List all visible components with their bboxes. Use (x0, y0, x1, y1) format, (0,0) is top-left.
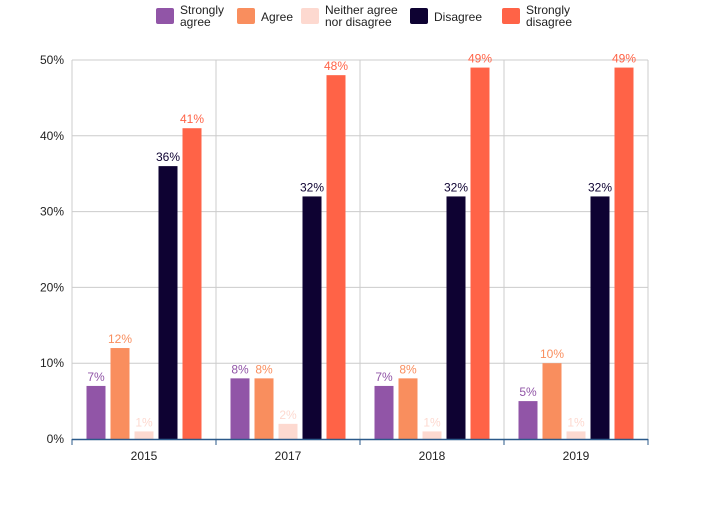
y-tick-label: 40% (40, 129, 64, 143)
legend-label: disagree (526, 15, 572, 29)
bar[interactable] (302, 196, 322, 439)
bar-value-label: 32% (444, 180, 468, 194)
x-tick-label: 2019 (563, 449, 590, 463)
y-tick-label: 30% (40, 205, 64, 219)
legend-swatch (410, 8, 428, 24)
bar-value-label: 32% (300, 180, 324, 194)
bar[interactable] (182, 128, 202, 439)
y-axis: 0% 10% 20% 30% 40% 50% (40, 53, 64, 446)
bar-value-label: 1% (567, 415, 585, 429)
bar[interactable] (230, 378, 250, 439)
bar-value-label: 41% (180, 112, 204, 126)
bar-value-label: 36% (156, 150, 180, 164)
legend-label: Neither agree (325, 3, 398, 17)
legend-label: Agree (261, 10, 293, 24)
bar-value-label: 1% (135, 415, 153, 429)
bar-value-label: 8% (399, 362, 417, 376)
y-tick-label: 10% (40, 356, 64, 370)
bar[interactable] (158, 166, 178, 439)
y-tick-label: 20% (40, 280, 64, 294)
x-tick-label: 2018 (419, 449, 446, 463)
bar-value-label: 7% (375, 370, 393, 384)
bar[interactable] (518, 401, 538, 439)
x-tick-label: 2017 (275, 449, 302, 463)
x-axis: 2015 2017 2018 2019 (71, 438, 649, 463)
bars (86, 67, 634, 439)
bar[interactable] (134, 431, 154, 439)
bar[interactable] (110, 348, 130, 439)
bar[interactable] (86, 385, 106, 439)
legend-item[interactable]: Agree (237, 8, 293, 24)
bar-value-label: 5% (519, 385, 537, 399)
legend-swatch (156, 8, 174, 24)
legend-label: Strongly (526, 3, 570, 17)
legend-swatch (237, 8, 255, 24)
bar[interactable] (374, 385, 394, 439)
bar[interactable] (446, 196, 466, 439)
legend-item[interactable]: Disagree (410, 8, 482, 24)
bar[interactable] (422, 431, 442, 439)
bar[interactable] (614, 67, 634, 439)
bar-value-label: 2% (279, 408, 297, 422)
y-tick-label: 0% (47, 432, 65, 446)
bar-value-label: 48% (324, 59, 348, 73)
bar[interactable] (398, 378, 418, 439)
y-tick-label: 50% (40, 53, 64, 67)
bar[interactable] (566, 431, 586, 439)
bar-value-label: 7% (87, 370, 105, 384)
bar-value-label: 12% (108, 332, 132, 346)
legend-label: Disagree (434, 10, 482, 24)
legend-label: Strongly (180, 3, 224, 17)
bar-value-label: 49% (468, 52, 492, 66)
bar-value-label: 49% (612, 52, 636, 66)
x-tick-label: 2015 (131, 449, 158, 463)
grid-lines (71, 59, 649, 439)
bar[interactable] (254, 378, 274, 439)
bar[interactable] (542, 363, 562, 439)
legend-swatch (502, 8, 520, 24)
bar-value-label: 8% (231, 362, 249, 376)
bar-value-labels: 7% 12% 1% 36% 41% 8% 8% 2% 32% 48% 7% 8% 1% 32% 49% 5% 1… (87, 52, 636, 430)
legend-label: agree (180, 15, 211, 29)
bar[interactable] (590, 196, 610, 439)
legend-label: nor disagree (325, 15, 392, 29)
bar-value-label: 32% (588, 180, 612, 194)
bar-value-label: 8% (255, 362, 273, 376)
legend-swatch (301, 8, 319, 24)
bar[interactable] (326, 75, 346, 439)
bar-value-label: 1% (423, 415, 441, 429)
bar[interactable] (470, 67, 490, 439)
bar-value-label: 10% (540, 347, 564, 361)
bar[interactable] (278, 423, 298, 439)
